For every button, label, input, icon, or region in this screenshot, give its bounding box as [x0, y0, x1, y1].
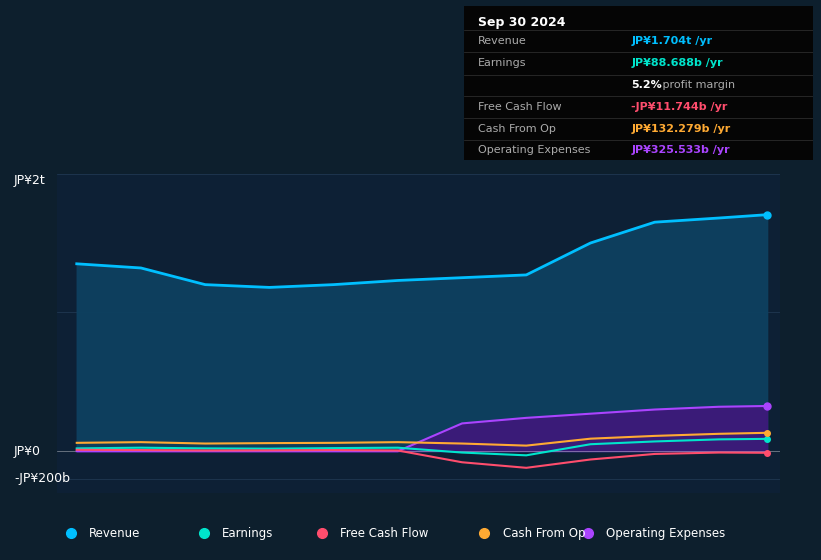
Text: Earnings: Earnings — [222, 527, 273, 540]
Text: JP¥0: JP¥0 — [14, 445, 41, 458]
Text: Free Cash Flow: Free Cash Flow — [478, 102, 562, 112]
Text: 2014: 2014 — [61, 515, 93, 528]
Text: profit margin: profit margin — [659, 80, 736, 90]
Text: 2021: 2021 — [511, 515, 542, 528]
Text: JP¥88.688b /yr: JP¥88.688b /yr — [631, 58, 723, 68]
Text: Operating Expenses: Operating Expenses — [606, 527, 726, 540]
Text: Revenue: Revenue — [89, 527, 140, 540]
Text: Operating Expenses: Operating Expenses — [478, 146, 590, 155]
Text: 2023: 2023 — [639, 515, 671, 528]
Text: JP¥132.279b /yr: JP¥132.279b /yr — [631, 124, 731, 134]
Text: JP¥1.704t /yr: JP¥1.704t /yr — [631, 36, 713, 46]
Text: Sep 30 2024: Sep 30 2024 — [478, 16, 566, 29]
Text: 5.2%: 5.2% — [631, 80, 662, 90]
Text: 2019: 2019 — [382, 515, 414, 528]
Text: Earnings: Earnings — [478, 58, 526, 68]
Text: -JP¥200b: -JP¥200b — [14, 473, 70, 486]
Text: Revenue: Revenue — [478, 36, 526, 46]
Text: 2018: 2018 — [318, 515, 350, 528]
Text: JP¥2t: JP¥2t — [14, 174, 46, 186]
Text: 2016: 2016 — [190, 515, 221, 528]
Text: 2022: 2022 — [575, 515, 607, 528]
Text: 2024: 2024 — [703, 515, 735, 528]
Text: 2020: 2020 — [446, 515, 478, 528]
Text: JP¥325.533b /yr: JP¥325.533b /yr — [631, 146, 730, 155]
Text: -JP¥11.744b /yr: -JP¥11.744b /yr — [631, 102, 727, 112]
Text: 2015: 2015 — [125, 515, 157, 528]
Text: 2017: 2017 — [254, 515, 285, 528]
Text: Cash From Op: Cash From Op — [502, 527, 585, 540]
Text: Cash From Op: Cash From Op — [478, 124, 556, 134]
Text: Free Cash Flow: Free Cash Flow — [341, 527, 429, 540]
